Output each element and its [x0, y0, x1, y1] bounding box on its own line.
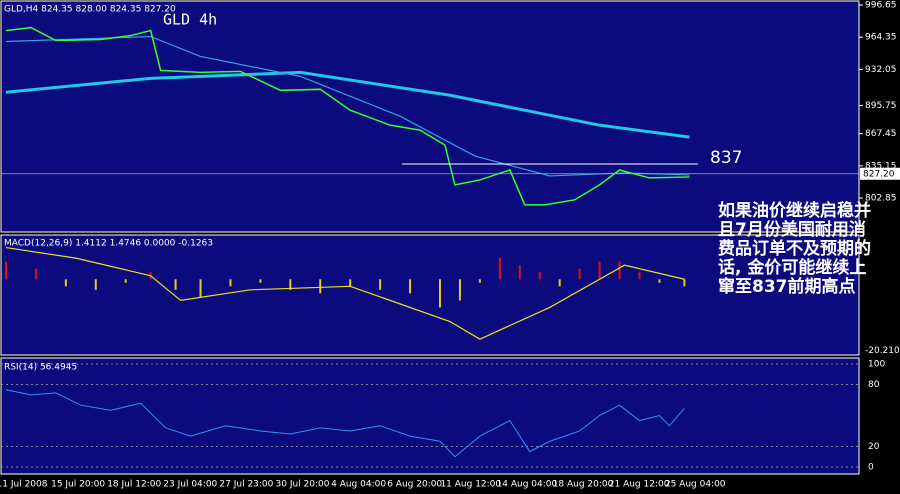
- macd-label: MACD(12,26,9) 1.4112 1.4746 0.0000 -0.12…: [4, 239, 213, 249]
- y-tick-label: 835.15: [865, 161, 897, 171]
- y-tick-label: 996.65: [865, 1, 897, 11]
- level-label: 837: [710, 148, 742, 168]
- x-tick-label: 25 Aug 04:00: [665, 480, 726, 490]
- y-tick-label: 964.35: [865, 33, 897, 43]
- macd-signal: [5, 246, 685, 340]
- x-tick-label: 18 Jul 12:00: [107, 480, 161, 490]
- x-tick-label: 15 Jul 20:00: [51, 480, 105, 490]
- symbol-info: GLD,H4 824.35 828.00 824.35 827.20: [4, 5, 176, 15]
- x-tick-label: 27 Jul 23:00: [219, 480, 273, 490]
- macd-panel: [0, 234, 860, 356]
- price-panel: [0, 0, 860, 233]
- rsi-panel: [0, 357, 860, 475]
- x-tick-label: 11 Jul 2008: [0, 480, 48, 490]
- y-tick-label: 867.45: [865, 129, 897, 139]
- x-tick-label: 11 Aug 12:00: [440, 480, 501, 490]
- x-tick-label: 30 Jul 20:00: [276, 480, 330, 490]
- rsi-tick-label: 80: [868, 380, 880, 390]
- rsi-tick-label: 100: [868, 360, 885, 370]
- y-tick-label: 895.75: [865, 101, 897, 111]
- x-tick-label: 6 Aug 20:00: [387, 480, 442, 490]
- note-line: 话, 金价可能继续上: [718, 257, 866, 278]
- x-tick-label: 18 Aug 20:00: [553, 480, 614, 490]
- ma-slow: [5, 70, 690, 139]
- y-tick-label: 932.05: [865, 65, 897, 75]
- price-line: [5, 26, 690, 206]
- x-tick-label: 4 Aug 04:00: [331, 480, 386, 490]
- rsi-line: [5, 389, 685, 458]
- x-tick-label: 23 Jul 04:00: [163, 480, 217, 490]
- x-tick-label: 21 Aug 12:00: [609, 480, 670, 490]
- current-price-box: [860, 167, 900, 180]
- x-tick-label: 14 Aug 04:00: [497, 480, 558, 490]
- note-line: 窜至837前期高点: [718, 276, 856, 297]
- y-tick-label: 802.85: [865, 193, 897, 203]
- chart-label: GLD 4h: [163, 11, 217, 29]
- current-price-label: 827.20: [863, 169, 895, 179]
- note-line: 且7月份美国耐用消: [718, 219, 866, 240]
- rsi-tick-label: 20: [868, 442, 880, 452]
- rsi-tick-label: 0: [868, 463, 874, 473]
- rsi-label: RSI(14) 56.4945: [4, 363, 77, 373]
- note-line: 如果油价继续启稳并: [718, 200, 871, 221]
- note-line: 费品订单不及预期的: [718, 238, 871, 259]
